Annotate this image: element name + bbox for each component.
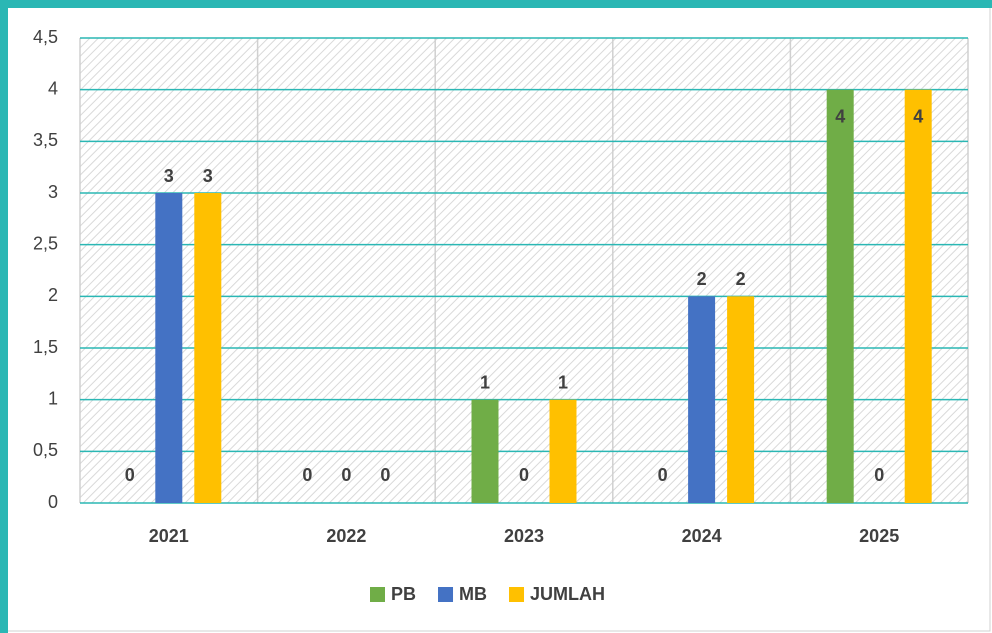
y-tick-label: 1,5: [33, 337, 58, 357]
y-tick-label: 4,5: [33, 27, 58, 47]
data-label: 0: [874, 465, 884, 485]
data-label: 4: [835, 106, 845, 126]
data-label: 2: [697, 269, 707, 289]
y-tick-label: 0,5: [33, 440, 58, 460]
legend-label: PB: [391, 584, 416, 604]
y-tick-label: 0: [48, 492, 58, 512]
data-label: 1: [558, 372, 568, 392]
bar: [727, 296, 755, 503]
bar: [155, 193, 183, 503]
bar: [194, 193, 222, 503]
data-label: 0: [341, 465, 351, 485]
data-label: 0: [125, 465, 135, 485]
x-tick-label: 2025: [859, 526, 899, 546]
data-label: 3: [203, 166, 213, 186]
bar: [471, 399, 499, 503]
x-tick-label: 2022: [326, 526, 366, 546]
data-label: 0: [302, 465, 312, 485]
x-tick-label: 2021: [149, 526, 189, 546]
bar: [549, 399, 577, 503]
bar: [688, 296, 716, 503]
y-tick-label: 3,5: [33, 130, 58, 150]
y-tick-label: 3: [48, 182, 58, 202]
data-label: 0: [380, 465, 390, 485]
data-label: 1: [480, 372, 490, 392]
legend-label: MB: [459, 584, 487, 604]
data-label: 4: [913, 106, 923, 126]
data-label: 3: [164, 166, 174, 186]
x-tick-label: 2024: [682, 526, 722, 546]
y-tick-label: 2,5: [33, 233, 58, 253]
data-label: 2: [736, 269, 746, 289]
legend-swatch: [509, 587, 525, 602]
legend-swatch: [438, 587, 454, 602]
y-tick-label: 4: [48, 78, 58, 98]
y-tick-label: 2: [48, 285, 58, 305]
bar: [904, 89, 932, 504]
bar: [826, 89, 854, 504]
legend-swatch: [370, 587, 385, 602]
y-tick-label: 1: [48, 388, 58, 408]
legend-label: JUMLAH: [530, 584, 605, 604]
plot-area: [80, 38, 968, 503]
data-label: 0: [519, 465, 529, 485]
x-tick-label: 2023: [504, 526, 544, 546]
data-label: 0: [658, 465, 668, 485]
